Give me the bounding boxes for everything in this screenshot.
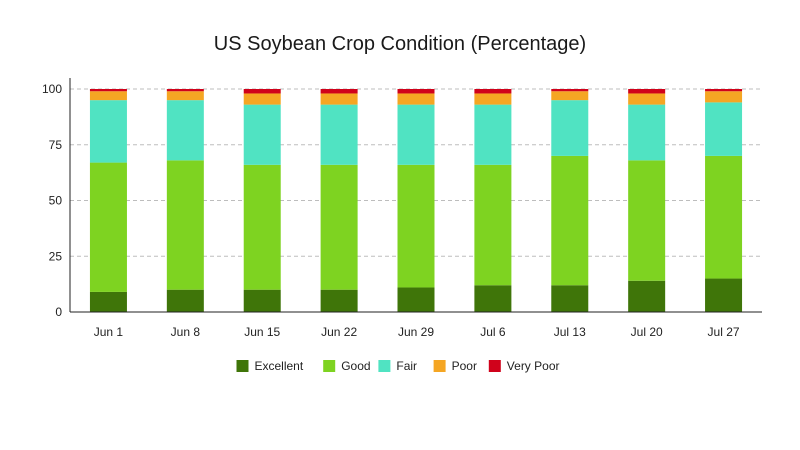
bar-very-poor [551,89,589,92]
legend-label-poor: Poor [452,359,477,373]
x-tick-label: Jul 6 [480,325,506,339]
bar-fair [89,100,127,163]
legend-swatch-fair [378,360,391,372]
legend-swatch-excellent [236,360,249,372]
bar-good [166,160,204,290]
bar-fair [397,104,435,165]
bar-fair [705,102,743,156]
legend-swatch-very-poor [488,360,501,372]
y-tick-label: 75 [49,138,63,152]
bar-very-poor [474,89,512,94]
bar-good [474,164,512,286]
bar-very-poor [166,89,204,92]
bar-excellent [397,287,435,312]
bar-fair [243,104,281,165]
bar-excellent [320,289,358,312]
bar-fair [166,100,204,161]
x-tick-label: Jun 15 [244,325,280,339]
bar-excellent [705,278,743,312]
legend-swatch-good [323,360,336,372]
bar-fair [320,104,358,165]
x-tick-label: Jul 13 [554,325,586,339]
bar-fair [551,100,589,156]
x-tick-label: Jul 20 [631,325,663,339]
bar-good [551,155,589,286]
bar-poor [320,93,358,105]
bar-poor [474,93,512,105]
y-tick-label: 100 [42,82,62,96]
y-tick-label: 25 [49,249,63,263]
y-tick-label: 0 [55,305,62,319]
x-tick-label: Jun 22 [321,325,357,339]
bar-fair [628,104,666,161]
bar-excellent [551,285,589,312]
bar-excellent [474,285,512,312]
x-tick-label: Jun 1 [94,325,124,339]
bar-good [628,160,666,281]
bar-good [397,164,435,288]
bar-good [89,162,127,292]
x-tick-label: Jun 8 [171,325,201,339]
legend-label-fair: Fair [396,359,417,373]
y-tick-label: 50 [49,194,63,208]
x-tick-label: Jul 27 [708,325,740,339]
bar-poor [243,93,281,105]
bar-very-poor [705,89,743,92]
bar-good [243,164,281,290]
bar-poor [166,91,204,101]
bar-fair [474,104,512,165]
bar-poor [89,91,127,101]
legend-label-good: Good [341,359,370,373]
bar-very-poor [243,89,281,94]
x-tick-label: Jun 29 [398,325,434,339]
bar-very-poor [628,89,666,94]
bar-good [320,164,358,290]
bar-excellent [89,291,127,312]
bar-poor [397,93,435,105]
legend-swatch-poor [433,360,446,372]
chart-title: US Soybean Crop Condition (Percentage) [213,33,587,55]
legend-label-very-poor: Very Poor [507,359,560,373]
bar-poor [551,91,589,101]
bar-good [705,155,743,279]
bar-excellent [628,280,666,312]
bar-excellent [243,289,281,312]
bar-poor [628,93,666,105]
bar-very-poor [320,89,358,94]
bar-poor [705,91,743,103]
legend-label-excellent: Excellent [255,359,304,373]
bar-very-poor [397,89,435,94]
bar-excellent [166,289,204,312]
bar-very-poor [89,89,127,92]
